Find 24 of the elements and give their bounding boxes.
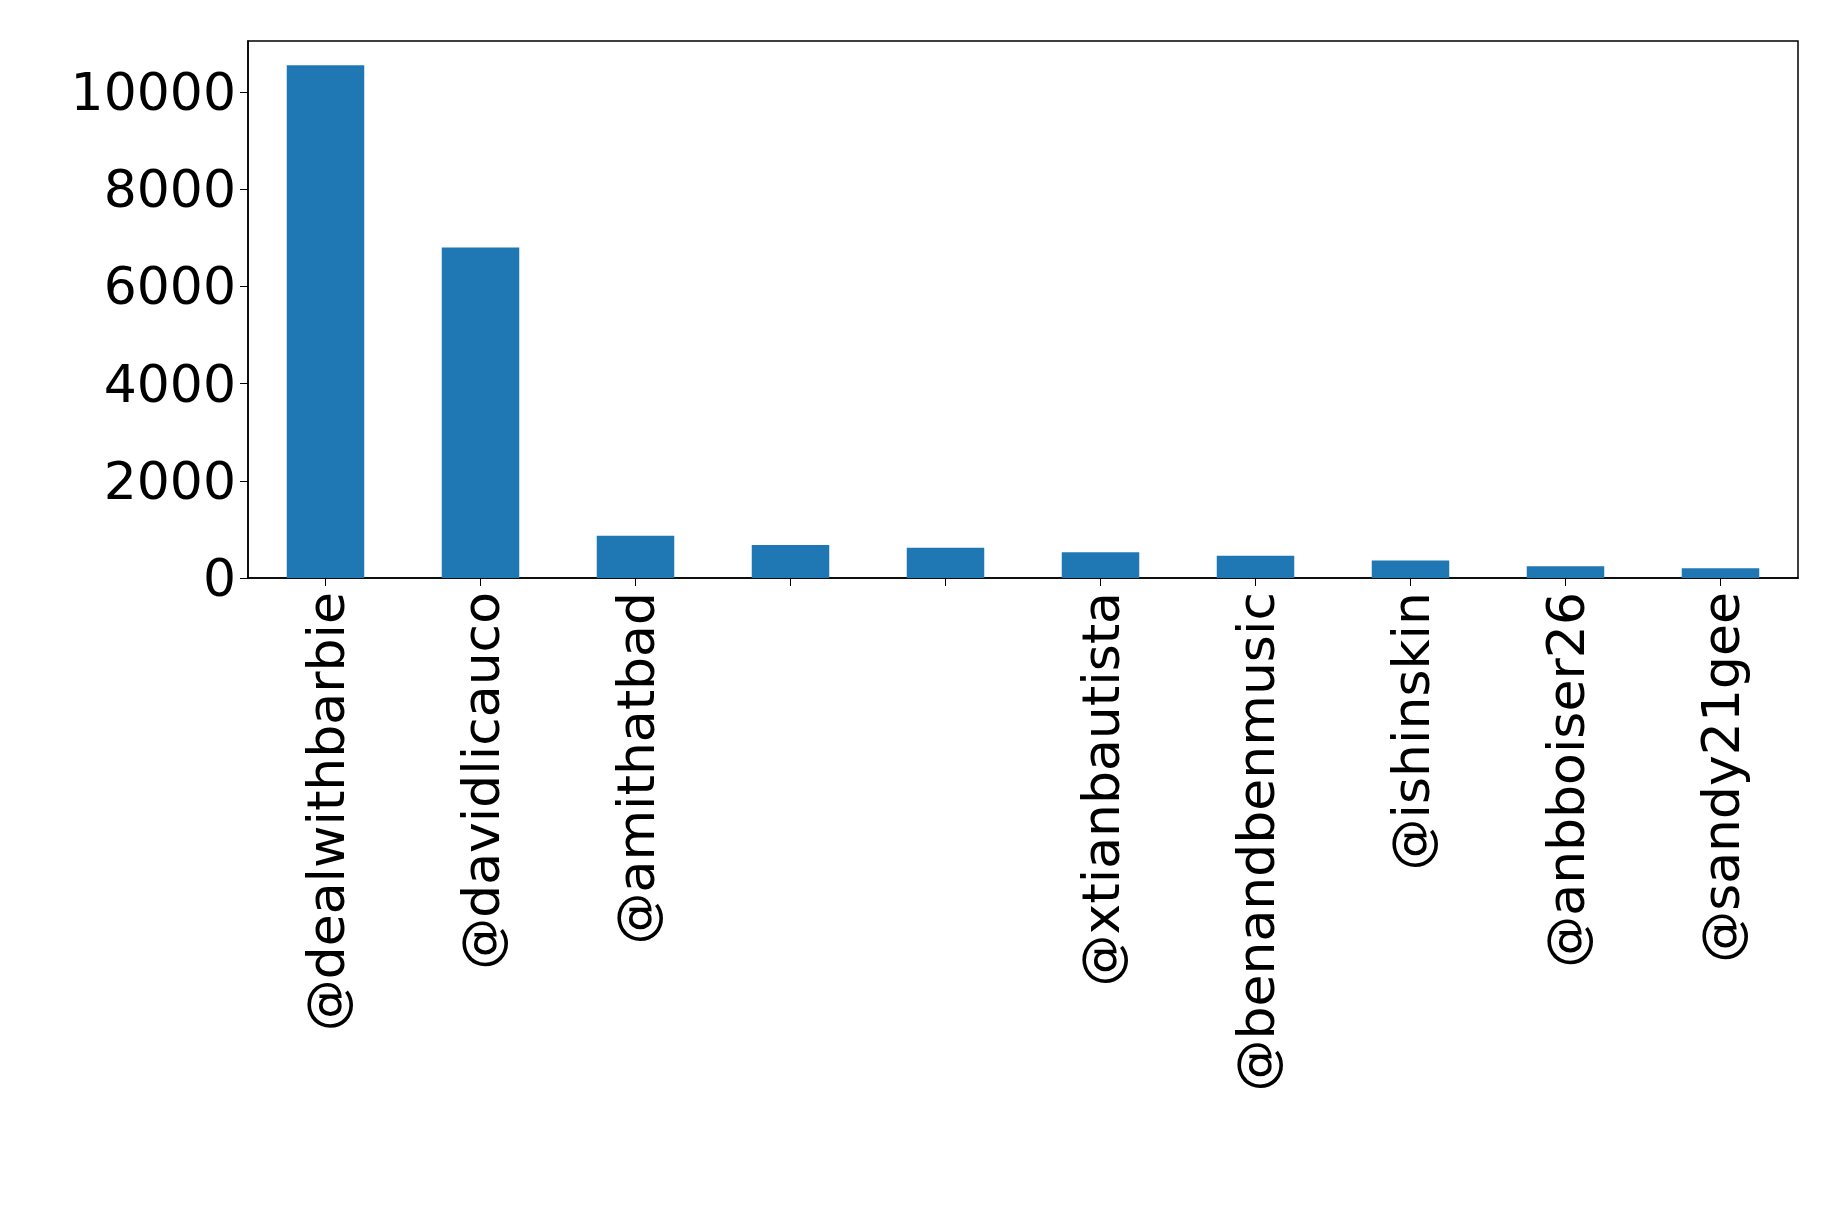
bar: [1371, 560, 1450, 578]
y-tick-label: 4000: [103, 353, 236, 414]
bar: [1681, 568, 1760, 578]
x-tick-label: @anbboiser26: [1535, 592, 1596, 968]
bar: [1526, 566, 1605, 578]
bar: [596, 535, 675, 578]
y-tick-label: 6000: [103, 256, 236, 317]
y-tick-label: 0: [202, 548, 236, 608]
bar: [286, 65, 365, 578]
bar: [441, 247, 520, 578]
x-tick-label: @ishinskin: [1380, 592, 1441, 871]
x-tick-label: @dealwithbarbie: [295, 592, 356, 1032]
bar: [751, 544, 830, 578]
y-tick-label: 2000: [103, 450, 236, 511]
y-tick-label: 10000: [70, 62, 236, 123]
x-tick-label: @sandy21gee: [1690, 592, 1751, 963]
y-tick-label: 8000: [103, 159, 236, 220]
bar: [906, 547, 985, 578]
bar: [1061, 552, 1140, 578]
x-tick-label: @benandbenmusic: [1225, 592, 1286, 1092]
bar: [1216, 555, 1295, 578]
x-tick-label: @xtianbautista: [1070, 592, 1131, 987]
x-tick-label: @davidlicauco: [450, 592, 511, 970]
x-tick-label: @amithatbad: [605, 592, 666, 945]
